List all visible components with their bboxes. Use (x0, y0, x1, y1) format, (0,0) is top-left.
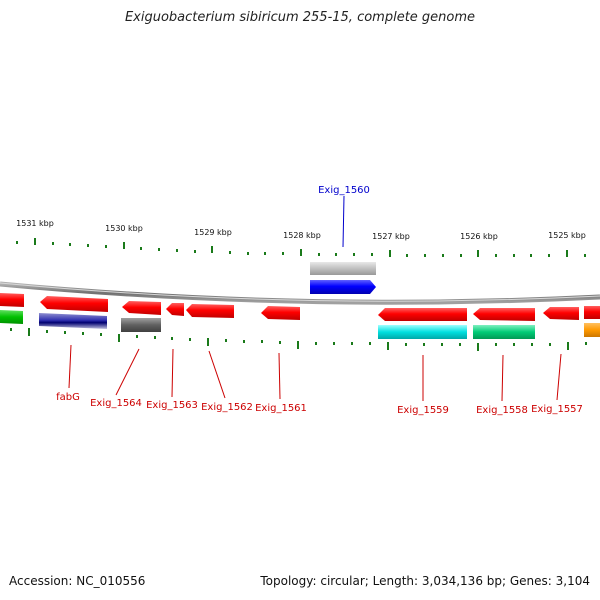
gene-label-exig-1564: Exig_1564 (90, 398, 142, 409)
inner-ticks (10, 328, 587, 351)
gene-feature-right-edge (584, 306, 600, 319)
gene-label-exig-1561: Exig_1561 (255, 403, 307, 414)
gene-feature-exig-1557 (543, 307, 579, 320)
gene-feature-exig-1562 (186, 304, 234, 318)
gene-feature-exig-1561 (261, 306, 300, 320)
gene-label-exig-1563: Exig_1563 (146, 400, 198, 411)
gene-feature-exig-1563 (166, 303, 184, 316)
outer-ticks (16, 238, 586, 257)
gene-feature-exig-1558 (473, 308, 535, 321)
gene-feature-left-edge (0, 293, 24, 307)
map-title: Exiguobacterium sibiricum 255-15, comple… (124, 10, 476, 25)
annotation-bar-left-edge (0, 310, 23, 324)
gene-label-fabg: fabG (56, 392, 80, 403)
scale-label: 1527 kbp (372, 232, 410, 241)
gene-label-exig-1562: Exig_1562 (201, 402, 253, 413)
genome-summary-text: Topology: circular; Length: 3,034,136 bp… (260, 574, 590, 588)
gene-feature-fabg (40, 296, 108, 312)
accession-text: Accession: NC_010556 (9, 574, 146, 588)
scale-label: 1528 kbp (283, 231, 321, 240)
scale-label: 1525 kbp (548, 231, 586, 240)
gene-feature-exig-1560 (310, 280, 376, 294)
genome-backbone (0, 281, 600, 305)
scale-label: 1531 kbp (16, 219, 54, 228)
gene-label-exig-1557: Exig_1557 (531, 404, 583, 415)
scale-label: 1530 kbp (105, 224, 143, 233)
gene-feature-exig-1560-annotation (310, 262, 376, 275)
label-leader-lines (68, 195, 562, 402)
annotation-bar-exig-1564 (121, 318, 161, 332)
gene-label-exig-1558: Exig_1558 (476, 405, 528, 416)
gene-label-exig-1560: Exig_1560 (318, 185, 370, 196)
scale-label: 1529 kbp (194, 228, 232, 237)
gene-feature-exig-1564 (122, 301, 161, 315)
genome-backbone-highlight (0, 282, 600, 302)
annotation-bar-exig-1559 (378, 325, 467, 339)
annotation-bar-right-edge (584, 323, 600, 337)
gene-feature-exig-1559 (378, 308, 467, 321)
annotation-bar-exig-1558 (473, 325, 535, 339)
scale-label: 1526 kbp (460, 232, 498, 241)
gene-label-exig-1559: Exig_1559 (397, 405, 449, 416)
annotation-bar-fabg (39, 313, 107, 329)
